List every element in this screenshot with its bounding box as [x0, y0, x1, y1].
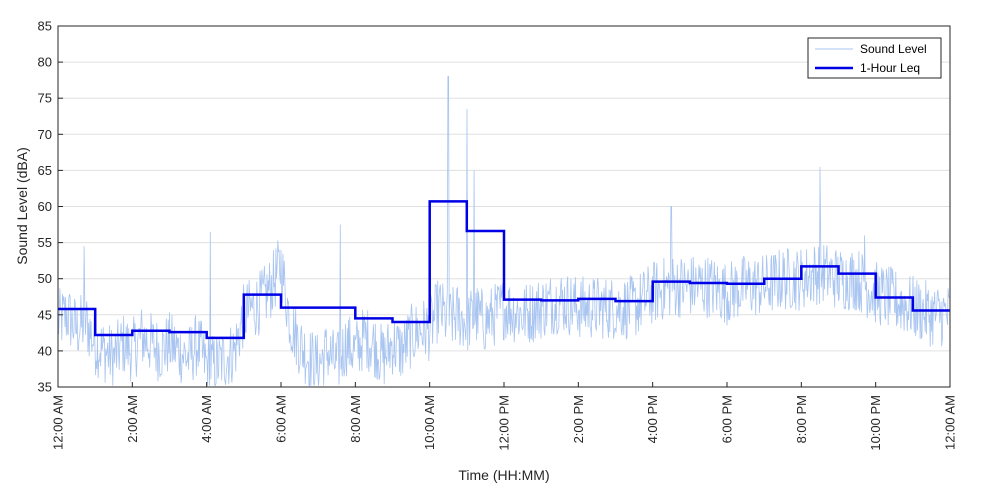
y-tick-label: 45	[38, 307, 52, 322]
y-tick-label: 65	[38, 163, 52, 178]
y-tick-label: 50	[38, 271, 52, 286]
x-tick-label: 12:00 AM	[51, 395, 66, 450]
sound-level-series	[57, 76, 951, 387]
x-axis-title: Time (HH:MM)	[458, 467, 549, 483]
y-tick-label: 40	[38, 343, 52, 358]
sound-level-line	[57, 76, 951, 387]
y-axis-title: Sound Level (dBA)	[14, 147, 30, 265]
x-tick-label: 8:00 AM	[348, 395, 363, 443]
x-tick-label: 4:00 PM	[645, 395, 660, 443]
y-axis-ticks: 35 40 45 50 55 60 65 70 75 80 85	[38, 19, 63, 395]
leq-series	[58, 200, 950, 340]
y-tick-label: 35	[38, 380, 52, 395]
x-tick-label: 6:00 PM	[720, 395, 735, 443]
x-tick-label: 12:00 AM	[943, 395, 958, 450]
y-tick-label: 60	[38, 199, 52, 214]
x-tick-label: 6:00 AM	[274, 395, 289, 443]
y-tick-label: 75	[38, 91, 52, 106]
legend-label-sound-level: Sound Level	[860, 42, 927, 56]
y-tick-label: 70	[38, 127, 52, 142]
y-tick-label: 55	[38, 235, 52, 250]
x-axis-ticks: 12:00 AM 2:00 AM 4:00 AM 6:00 AM 8:00 AM 10:0…	[51, 382, 958, 451]
legend-label-leq: 1-Hour Leq	[860, 61, 920, 75]
legend-box	[807, 37, 942, 79]
leq-step-line	[58, 200, 950, 340]
x-tick-label: 10:00 PM	[868, 395, 883, 451]
y-tick-label: 85	[38, 19, 52, 34]
x-tick-label: 12:00 PM	[497, 395, 512, 451]
x-tick-label: 10:00 AM	[422, 395, 437, 450]
y-tick-label: 80	[38, 55, 52, 70]
x-tick-label: 8:00 PM	[794, 395, 809, 443]
legend: Sound Level 1-Hour Leq	[807, 37, 942, 79]
x-tick-label: 2:00 AM	[125, 395, 140, 443]
x-tick-label: 4:00 AM	[199, 395, 214, 443]
x-tick-label: 2:00 PM	[571, 395, 586, 443]
